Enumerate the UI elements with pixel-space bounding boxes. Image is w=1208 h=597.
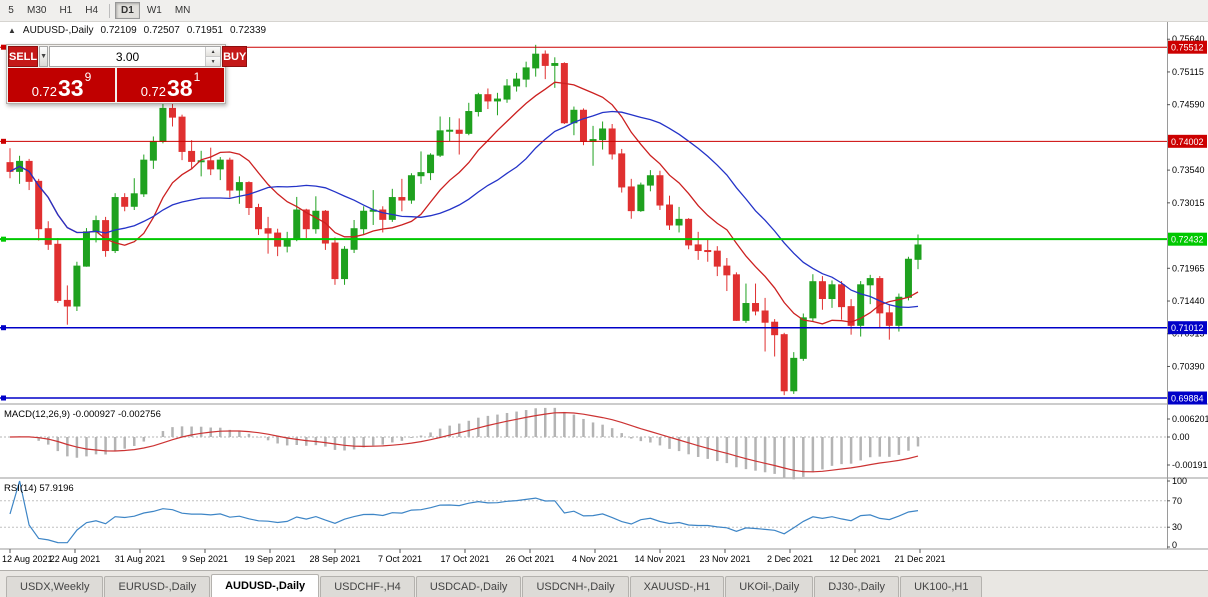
legend-high: 0.72507 <box>143 25 180 36</box>
svg-text:28 Sep 2021: 28 Sep 2021 <box>309 554 360 564</box>
svg-text:4 Nov 2021: 4 Nov 2021 <box>572 554 618 564</box>
chart-canvas[interactable]: 0.006201 0.00 -0.00191 MACD(12,26,9) -0.000… <box>0 22 1208 567</box>
buy-button[interactable]: BUY <box>222 46 248 67</box>
chart-tab-uk100-h1[interactable]: UK100-,H1 <box>900 576 983 597</box>
svg-text:RSI(14) 57.9196: RSI(14) 57.9196 <box>4 483 74 494</box>
lot-increment-button[interactable]: ▲ <box>206 47 221 57</box>
sell-price-pipette: 9 <box>84 70 92 84</box>
svg-text:70: 70 <box>1172 496 1182 506</box>
timeframe-button-MN[interactable]: MN <box>174 5 191 16</box>
svg-text:23 Nov 2021: 23 Nov 2021 <box>699 554 750 564</box>
svg-text:0.70390: 0.70390 <box>1172 361 1205 371</box>
svg-text:0.69884: 0.69884 <box>1171 394 1204 404</box>
toolbar-separator <box>109 3 111 18</box>
buy-price-pipette: 1 <box>193 70 201 84</box>
chart-tab-usdx-weekly[interactable]: USDX,Weekly <box>6 576 104 597</box>
svg-text:0.75640: 0.75640 <box>1172 34 1205 44</box>
lot-decrement-button[interactable]: ▼ <box>206 57 221 66</box>
timeframe-button-H1[interactable]: H1 <box>59 5 73 16</box>
svg-text:14 Nov 2021: 14 Nov 2021 <box>634 554 685 564</box>
timeframe-button-M30[interactable]: M30 <box>27 5 47 16</box>
svg-text:100: 100 <box>1172 476 1187 486</box>
legend-open: 0.72109 <box>100 25 137 36</box>
collapse-one-click-icon[interactable]: ▲ <box>8 26 16 35</box>
pane-separators <box>0 22 1208 550</box>
svg-text:17 Oct 2021: 17 Oct 2021 <box>440 554 489 564</box>
buy-price-pips: 38 <box>167 75 193 102</box>
chart-tab-usdcnh-daily[interactable]: USDCNH-,Daily <box>522 576 629 597</box>
svg-text:12 Dec 2021: 12 Dec 2021 <box>829 554 880 564</box>
svg-text:0.75512: 0.75512 <box>1171 43 1204 53</box>
svg-text:0.73540: 0.73540 <box>1172 165 1205 175</box>
timeframe-toolbar: 5 M30 H1 H4 D1 W1 MN <box>0 0 1208 22</box>
buy-price-base: 0.72 <box>140 84 167 99</box>
legend-close: 0.72339 <box>229 25 267 36</box>
one-click-trading-panel: SELL ▼ ▲ ▼ BUY 0.72 33 9 0.72 38 <box>6 44 248 104</box>
one-click-top-row: SELL ▼ ▲ ▼ BUY <box>8 46 248 67</box>
svg-text:30: 30 <box>1172 522 1182 532</box>
svg-text:0.00: 0.00 <box>1172 432 1190 442</box>
chart-tab-xauusd-h1[interactable]: XAUUSD-,H1 <box>629 576 725 597</box>
chart-tab-dj30-daily[interactable]: DJ30-,Daily <box>814 576 900 597</box>
svg-text:0.72432: 0.72432 <box>1171 235 1204 245</box>
svg-text:26 Oct 2021: 26 Oct 2021 <box>505 554 554 564</box>
moving-average-lines <box>9 81 919 325</box>
chart-tabs-bar: USDX,Weekly EURUSD-,Daily AUDUSD-,Daily USD… <box>0 570 1208 597</box>
lot-field: ▲ ▼ <box>49 46 222 67</box>
svg-text:0.71965: 0.71965 <box>1172 263 1205 273</box>
sell-price-pips: 33 <box>58 75 84 102</box>
rsi-pane: 100 70 30 0 RSI(14) 57.9196 <box>0 476 1187 550</box>
timeframe-button-D1[interactable]: D1 <box>115 2 140 19</box>
macd-pane: 0.006201 0.00 -0.00191 MACD(12,26,9) -0.000… <box>0 407 1208 480</box>
svg-text:22 Aug 2021: 22 Aug 2021 <box>50 554 101 564</box>
svg-text:9 Sep 2021: 9 Sep 2021 <box>182 554 228 564</box>
chart-tab-eurusd-daily[interactable]: EURUSD-,Daily <box>104 576 211 597</box>
buy-price-button[interactable]: 0.72 38 1 <box>117 68 224 102</box>
svg-text:-0.00191: -0.00191 <box>1172 460 1208 470</box>
chevron-down-icon: ▼ <box>40 53 48 60</box>
svg-text:0.71440: 0.71440 <box>1172 296 1205 306</box>
svg-text:7 Oct 2021: 7 Oct 2021 <box>378 554 422 564</box>
svg-text:0.74590: 0.74590 <box>1172 100 1205 110</box>
svg-text:0.006201: 0.006201 <box>1172 414 1208 424</box>
sell-button[interactable]: SELL <box>8 46 39 67</box>
svg-text:MACD(12,26,9) -0.000927 -0.002: MACD(12,26,9) -0.000927 -0.002756 <box>4 409 161 420</box>
lot-dropdown-button[interactable]: ▼ <box>39 46 49 67</box>
chart-legend: ▲ AUDUSD-,Daily 0.72109 0.72507 0.71951 … <box>8 25 266 36</box>
svg-text:12 Aug 2021: 12 Aug 2021 <box>2 554 53 564</box>
price-axis: 0.75640 0.75115 0.74590 0.73540 0.73015 0.719… <box>1167 34 1207 405</box>
chart-tab-usdcad-daily[interactable]: USDCAD-,Daily <box>415 576 522 597</box>
svg-text:0: 0 <box>1172 540 1177 550</box>
lot-size-input[interactable] <box>50 47 206 66</box>
chart-tab-usdchf-h4[interactable]: USDCHF-,H4 <box>320 576 415 597</box>
svg-text:21 Dec 2021: 21 Dec 2021 <box>894 554 945 564</box>
chart-tab-ukoil-daily[interactable]: UKOil-,Daily <box>725 576 814 597</box>
timeframe-button-H4[interactable]: H4 <box>85 5 99 16</box>
one-click-price-row: 0.72 33 9 0.72 38 1 <box>8 68 224 102</box>
svg-text:2 Dec 2021: 2 Dec 2021 <box>767 554 813 564</box>
svg-text:19 Sep 2021: 19 Sep 2021 <box>244 554 295 564</box>
lot-spinner: ▲ ▼ <box>205 47 221 66</box>
legend-low: 0.71951 <box>186 25 223 36</box>
legend-symbol: AUDUSD-,Daily <box>22 25 94 36</box>
chart-tab-audusd-daily[interactable]: AUDUSD-,Daily <box>211 574 320 597</box>
sell-price-base: 0.72 <box>31 84 58 99</box>
svg-text:0.74002: 0.74002 <box>1171 137 1204 147</box>
sell-price-button[interactable]: 0.72 33 9 <box>8 68 115 102</box>
timeframe-button-W1[interactable]: W1 <box>146 5 162 16</box>
svg-text:0.71012: 0.71012 <box>1171 323 1204 333</box>
svg-text:0.73015: 0.73015 <box>1172 198 1205 208</box>
svg-text:31 Aug 2021: 31 Aug 2021 <box>115 554 166 564</box>
timeframe-button-5[interactable]: 5 <box>8 5 14 16</box>
svg-text:0.75115: 0.75115 <box>1172 67 1204 77</box>
